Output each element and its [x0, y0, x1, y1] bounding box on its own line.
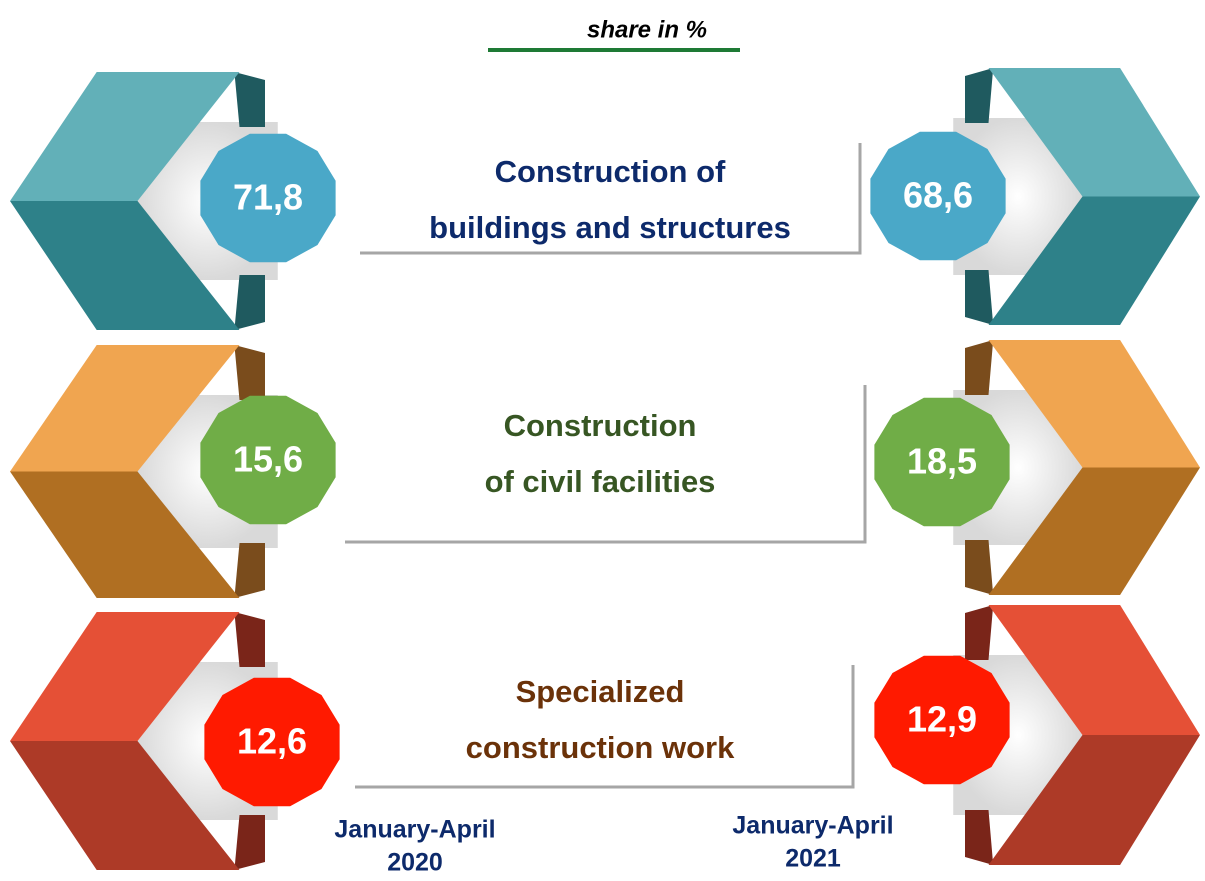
chevron-fold: [234, 345, 265, 400]
chevron-fold: [234, 612, 265, 667]
value-label: 18,5: [907, 441, 977, 482]
chevron-fold: [234, 543, 265, 598]
infographic: share in % 71,8 68,6 Construction of buildi…: [0, 0, 1205, 876]
chevron-fold: [234, 72, 265, 127]
period-label: January-April: [334, 816, 495, 844]
chevron-fold: [965, 68, 993, 123]
value-label: 12,6: [237, 721, 307, 762]
value-label: 15,6: [233, 439, 303, 480]
value-label: 12,9: [907, 699, 977, 740]
chevron-fold: [965, 340, 993, 395]
chevron-fold: [234, 275, 265, 330]
row-label: Construction: [504, 408, 697, 443]
row-label: buildings and structures: [429, 210, 791, 245]
chevron-fold: [965, 540, 993, 595]
title: share in %: [587, 16, 707, 43]
chevron-fold: [965, 810, 993, 865]
period-label: 2021: [785, 845, 841, 873]
row-label: construction work: [466, 730, 735, 765]
value-label: 68,6: [903, 175, 973, 216]
value-label: 71,8: [233, 177, 303, 218]
row-label: of civil facilities: [485, 464, 716, 499]
period-label: January-April: [732, 812, 893, 840]
period-label: 2020: [387, 849, 443, 876]
row-label: Specialized: [516, 674, 685, 709]
chevron-fold: [234, 815, 265, 870]
chevron-fold: [965, 270, 993, 325]
chevron-fold: [965, 605, 993, 660]
row-label: Construction of: [495, 154, 726, 189]
